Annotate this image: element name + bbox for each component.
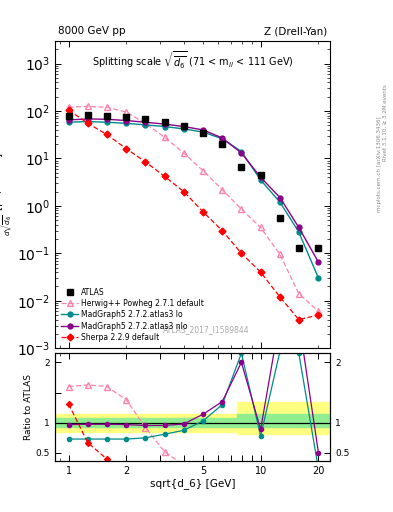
Herwig++ Powheg 2.7.1 default: [143, 120, 148, 126]
MadGraph5 2.7.2.atlas3 lo: [277, 199, 282, 205]
ATLAS: [86, 112, 90, 118]
Herwig++ Powheg 2.7.1 default: [220, 186, 224, 193]
Sherpa 2.2.9 default: [316, 312, 321, 318]
Sherpa 2.2.9 default: [124, 146, 129, 152]
MadGraph5 2.7.2.atlas3 nlo: [143, 119, 148, 125]
Sherpa 2.2.9 default: [258, 269, 263, 275]
Sherpa 2.2.9 default: [296, 316, 301, 323]
Sherpa 2.2.9 default: [143, 159, 148, 165]
MadGraph5 2.7.2.atlas3 lo: [162, 123, 167, 130]
Text: mcplots.cern.ch [arXiv:1306.3436]: mcplots.cern.ch [arXiv:1306.3436]: [377, 116, 382, 211]
Line: MadGraph5 2.7.2.atlas3 nlo: MadGraph5 2.7.2.atlas3 nlo: [66, 117, 321, 265]
Sherpa 2.2.9 default: [105, 132, 109, 138]
MadGraph5 2.7.2.atlas3 lo: [220, 136, 224, 142]
X-axis label: sqrt{d_6} [GeV]: sqrt{d_6} [GeV]: [150, 478, 235, 489]
Herwig++ Powheg 2.7.1 default: [258, 224, 263, 230]
Line: Herwig++ Powheg 2.7.1 default: Herwig++ Powheg 2.7.1 default: [66, 103, 321, 314]
MadGraph5 2.7.2.atlas3 lo: [105, 119, 109, 125]
ATLAS: [182, 123, 186, 129]
ATLAS: [105, 113, 109, 119]
MadGraph5 2.7.2.atlas3 nlo: [296, 224, 301, 230]
ATLAS: [66, 113, 71, 119]
MadGraph5 2.7.2.atlas3 nlo: [220, 135, 224, 141]
MadGraph5 2.7.2.atlas3 lo: [86, 118, 90, 124]
Herwig++ Powheg 2.7.1 default: [66, 104, 71, 110]
Text: Z (Drell-Yan): Z (Drell-Yan): [264, 26, 327, 36]
MadGraph5 2.7.2.atlas3 nlo: [86, 116, 90, 122]
Sherpa 2.2.9 default: [277, 294, 282, 300]
Legend: ATLAS, Herwig++ Powheg 2.7.1 default, MadGraph5 2.7.2.atlas3 lo, MadGraph5 2.7.2: ATLAS, Herwig++ Powheg 2.7.1 default, Ma…: [59, 286, 206, 345]
Sherpa 2.2.9 default: [239, 250, 244, 257]
Line: ATLAS: ATLAS: [66, 112, 321, 251]
ATLAS: [162, 119, 167, 125]
ATLAS: [220, 141, 224, 147]
Y-axis label: $\frac{d\sigma}{d\sqrt{\overline{d_6}}}$ [pb,GeV$^{-1}$]: $\frac{d\sigma}{d\sqrt{\overline{d_6}}}$…: [0, 153, 14, 237]
Herwig++ Powheg 2.7.1 default: [182, 150, 186, 156]
MadGraph5 2.7.2.atlas3 nlo: [316, 259, 321, 265]
ATLAS: [277, 215, 282, 221]
MadGraph5 2.7.2.atlas3 lo: [143, 122, 148, 128]
MadGraph5 2.7.2.atlas3 lo: [182, 126, 186, 132]
MadGraph5 2.7.2.atlas3 lo: [316, 275, 321, 281]
Herwig++ Powheg 2.7.1 default: [86, 103, 90, 110]
Sherpa 2.2.9 default: [182, 188, 186, 195]
MadGraph5 2.7.2.atlas3 nlo: [201, 127, 206, 133]
MadGraph5 2.7.2.atlas3 nlo: [105, 116, 109, 122]
Herwig++ Powheg 2.7.1 default: [239, 206, 244, 212]
Herwig++ Powheg 2.7.1 default: [316, 308, 321, 314]
ATLAS: [239, 164, 244, 170]
ATLAS: [124, 114, 129, 120]
Herwig++ Powheg 2.7.1 default: [105, 104, 109, 110]
Herwig++ Powheg 2.7.1 default: [201, 168, 206, 174]
MadGraph5 2.7.2.atlas3 lo: [66, 119, 71, 125]
MadGraph5 2.7.2.atlas3 nlo: [239, 150, 244, 156]
Sherpa 2.2.9 default: [162, 173, 167, 179]
Herwig++ Powheg 2.7.1 default: [296, 291, 301, 297]
MadGraph5 2.7.2.atlas3 lo: [258, 177, 263, 183]
MadGraph5 2.7.2.atlas3 lo: [124, 120, 129, 126]
ATLAS: [316, 245, 321, 251]
MadGraph5 2.7.2.atlas3 nlo: [182, 123, 186, 130]
MadGraph5 2.7.2.atlas3 nlo: [124, 117, 129, 123]
MadGraph5 2.7.2.atlas3 nlo: [66, 117, 71, 123]
MadGraph5 2.7.2.atlas3 lo: [239, 148, 244, 155]
ATLAS: [201, 130, 206, 136]
MadGraph5 2.7.2.atlas3 nlo: [258, 174, 263, 180]
ATLAS: [258, 172, 263, 178]
MadGraph5 2.7.2.atlas3 lo: [201, 129, 206, 135]
Herwig++ Powheg 2.7.1 default: [162, 134, 167, 140]
Text: 8000 GeV pp: 8000 GeV pp: [58, 26, 125, 36]
Y-axis label: Ratio to ATLAS: Ratio to ATLAS: [24, 374, 33, 440]
Text: ATLAS_2017_I1589844: ATLAS_2017_I1589844: [163, 325, 250, 334]
ATLAS: [143, 116, 148, 122]
MadGraph5 2.7.2.atlas3 nlo: [277, 195, 282, 201]
MadGraph5 2.7.2.atlas3 nlo: [162, 121, 167, 127]
Sherpa 2.2.9 default: [201, 209, 206, 215]
Herwig++ Powheg 2.7.1 default: [277, 251, 282, 258]
Text: Rivet 3.1.10, ≥ 3.2M events: Rivet 3.1.10, ≥ 3.2M events: [383, 84, 387, 161]
Herwig++ Powheg 2.7.1 default: [124, 109, 129, 115]
Sherpa 2.2.9 default: [86, 120, 90, 126]
Sherpa 2.2.9 default: [66, 107, 71, 113]
Sherpa 2.2.9 default: [220, 228, 224, 234]
MadGraph5 2.7.2.atlas3 lo: [296, 229, 301, 235]
Line: Sherpa 2.2.9 default: Sherpa 2.2.9 default: [66, 108, 321, 322]
Text: Splitting scale $\sqrt{\overline{d_6}}$ (71 < m$_{ll}$ < 111 GeV): Splitting scale $\sqrt{\overline{d_6}}$ …: [92, 50, 294, 71]
ATLAS: [296, 245, 301, 251]
Line: MadGraph5 2.7.2.atlas3 lo: MadGraph5 2.7.2.atlas3 lo: [66, 119, 321, 281]
